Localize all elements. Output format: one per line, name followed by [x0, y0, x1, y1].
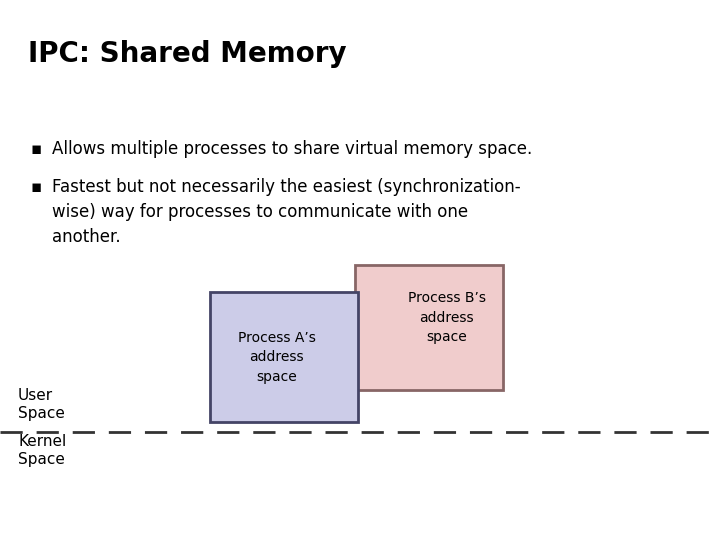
Text: Space: Space: [18, 406, 65, 421]
Text: Space: Space: [18, 452, 65, 467]
Text: IPC: Shared Memory: IPC: Shared Memory: [28, 40, 346, 68]
Text: User: User: [18, 388, 53, 403]
Text: Fastest but not necessarily the easiest (synchronization-
wise) way for processe: Fastest but not necessarily the easiest …: [52, 178, 521, 246]
Text: Process A’s
address
space: Process A’s address space: [238, 330, 315, 383]
Text: Allows multiple processes to share virtual memory space.: Allows multiple processes to share virtu…: [52, 140, 532, 158]
Text: ▪: ▪: [30, 140, 41, 158]
Text: ▪: ▪: [30, 178, 41, 196]
FancyBboxPatch shape: [210, 292, 358, 422]
Text: Kernel: Kernel: [18, 434, 66, 449]
FancyBboxPatch shape: [355, 265, 503, 390]
Text: Process B’s
address
space: Process B’s address space: [408, 291, 486, 344]
